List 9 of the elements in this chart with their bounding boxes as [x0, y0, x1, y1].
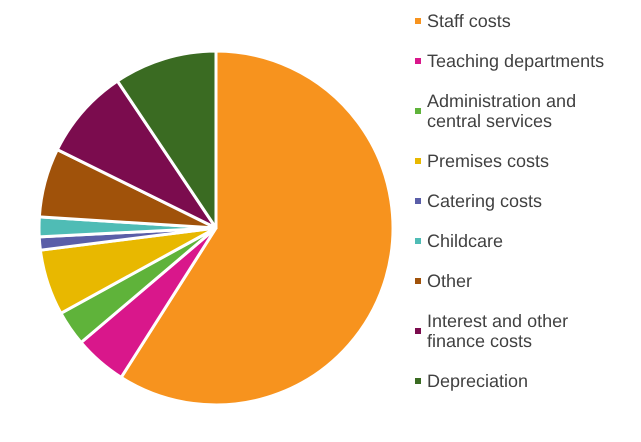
legend-label: Administration and central services: [427, 91, 582, 131]
legend-label: Catering costs: [427, 191, 542, 211]
legend-label: Depreciation: [427, 371, 528, 391]
legend-label: Other: [427, 271, 472, 291]
legend-label: Premises costs: [427, 151, 550, 171]
legend-label: Teaching departments: [427, 51, 604, 71]
legend-label: Staff costs: [427, 11, 511, 31]
legend-label: Interest and other finance costs: [427, 311, 574, 351]
legend-label: Childcare: [427, 231, 504, 251]
